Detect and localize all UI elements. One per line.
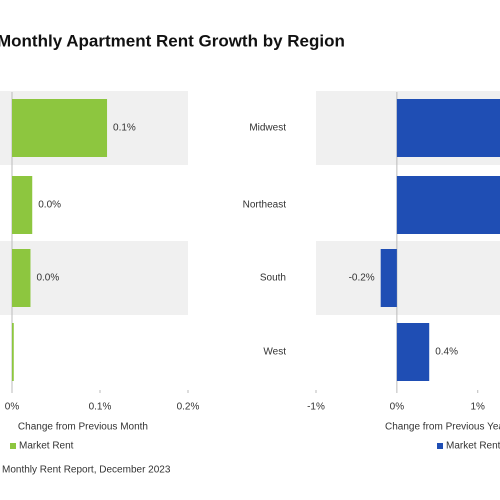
- category-label: West: [263, 347, 286, 358]
- value-label: 0.0%: [38, 200, 61, 211]
- row-band: [316, 241, 500, 315]
- bar: [396, 99, 500, 157]
- bar: [380, 249, 397, 307]
- legend-swatch: [10, 443, 16, 449]
- x-tick-label: 0.2%: [177, 402, 200, 413]
- chart-title: Monthly Apartment Rent Growth by Region: [0, 31, 345, 50]
- row-band: [0, 241, 188, 315]
- legend-label: Market Rent: [19, 441, 74, 452]
- bar: [396, 176, 500, 234]
- category-label: South: [260, 273, 286, 284]
- bar: [12, 176, 33, 234]
- bar: [12, 323, 14, 381]
- x-axis-title: Change from Previous Year: [385, 422, 500, 433]
- x-tick-label: 1%: [471, 402, 486, 413]
- source-note: Monthly Rent Report, December 2023: [2, 465, 171, 476]
- legend-label: Market Rent: [446, 441, 500, 452]
- bar: [396, 323, 430, 381]
- x-tick-label: 0%: [5, 402, 20, 413]
- x-axis-title: Change from Previous Month: [18, 422, 148, 433]
- value-label: 0.0%: [36, 273, 59, 284]
- x-tick-label: 0%: [390, 402, 405, 413]
- category-label: Midwest: [249, 123, 286, 134]
- value-label: -0.2%: [349, 273, 375, 284]
- bar: [12, 99, 108, 157]
- x-tick-label: -1%: [307, 402, 325, 413]
- x-tick-label: 0.1%: [89, 402, 112, 413]
- legend-swatch: [437, 443, 443, 449]
- value-label: 0.1%: [113, 123, 136, 134]
- value-label: 0.4%: [435, 347, 458, 358]
- category-label: Northeast: [243, 200, 287, 211]
- bar: [12, 249, 31, 307]
